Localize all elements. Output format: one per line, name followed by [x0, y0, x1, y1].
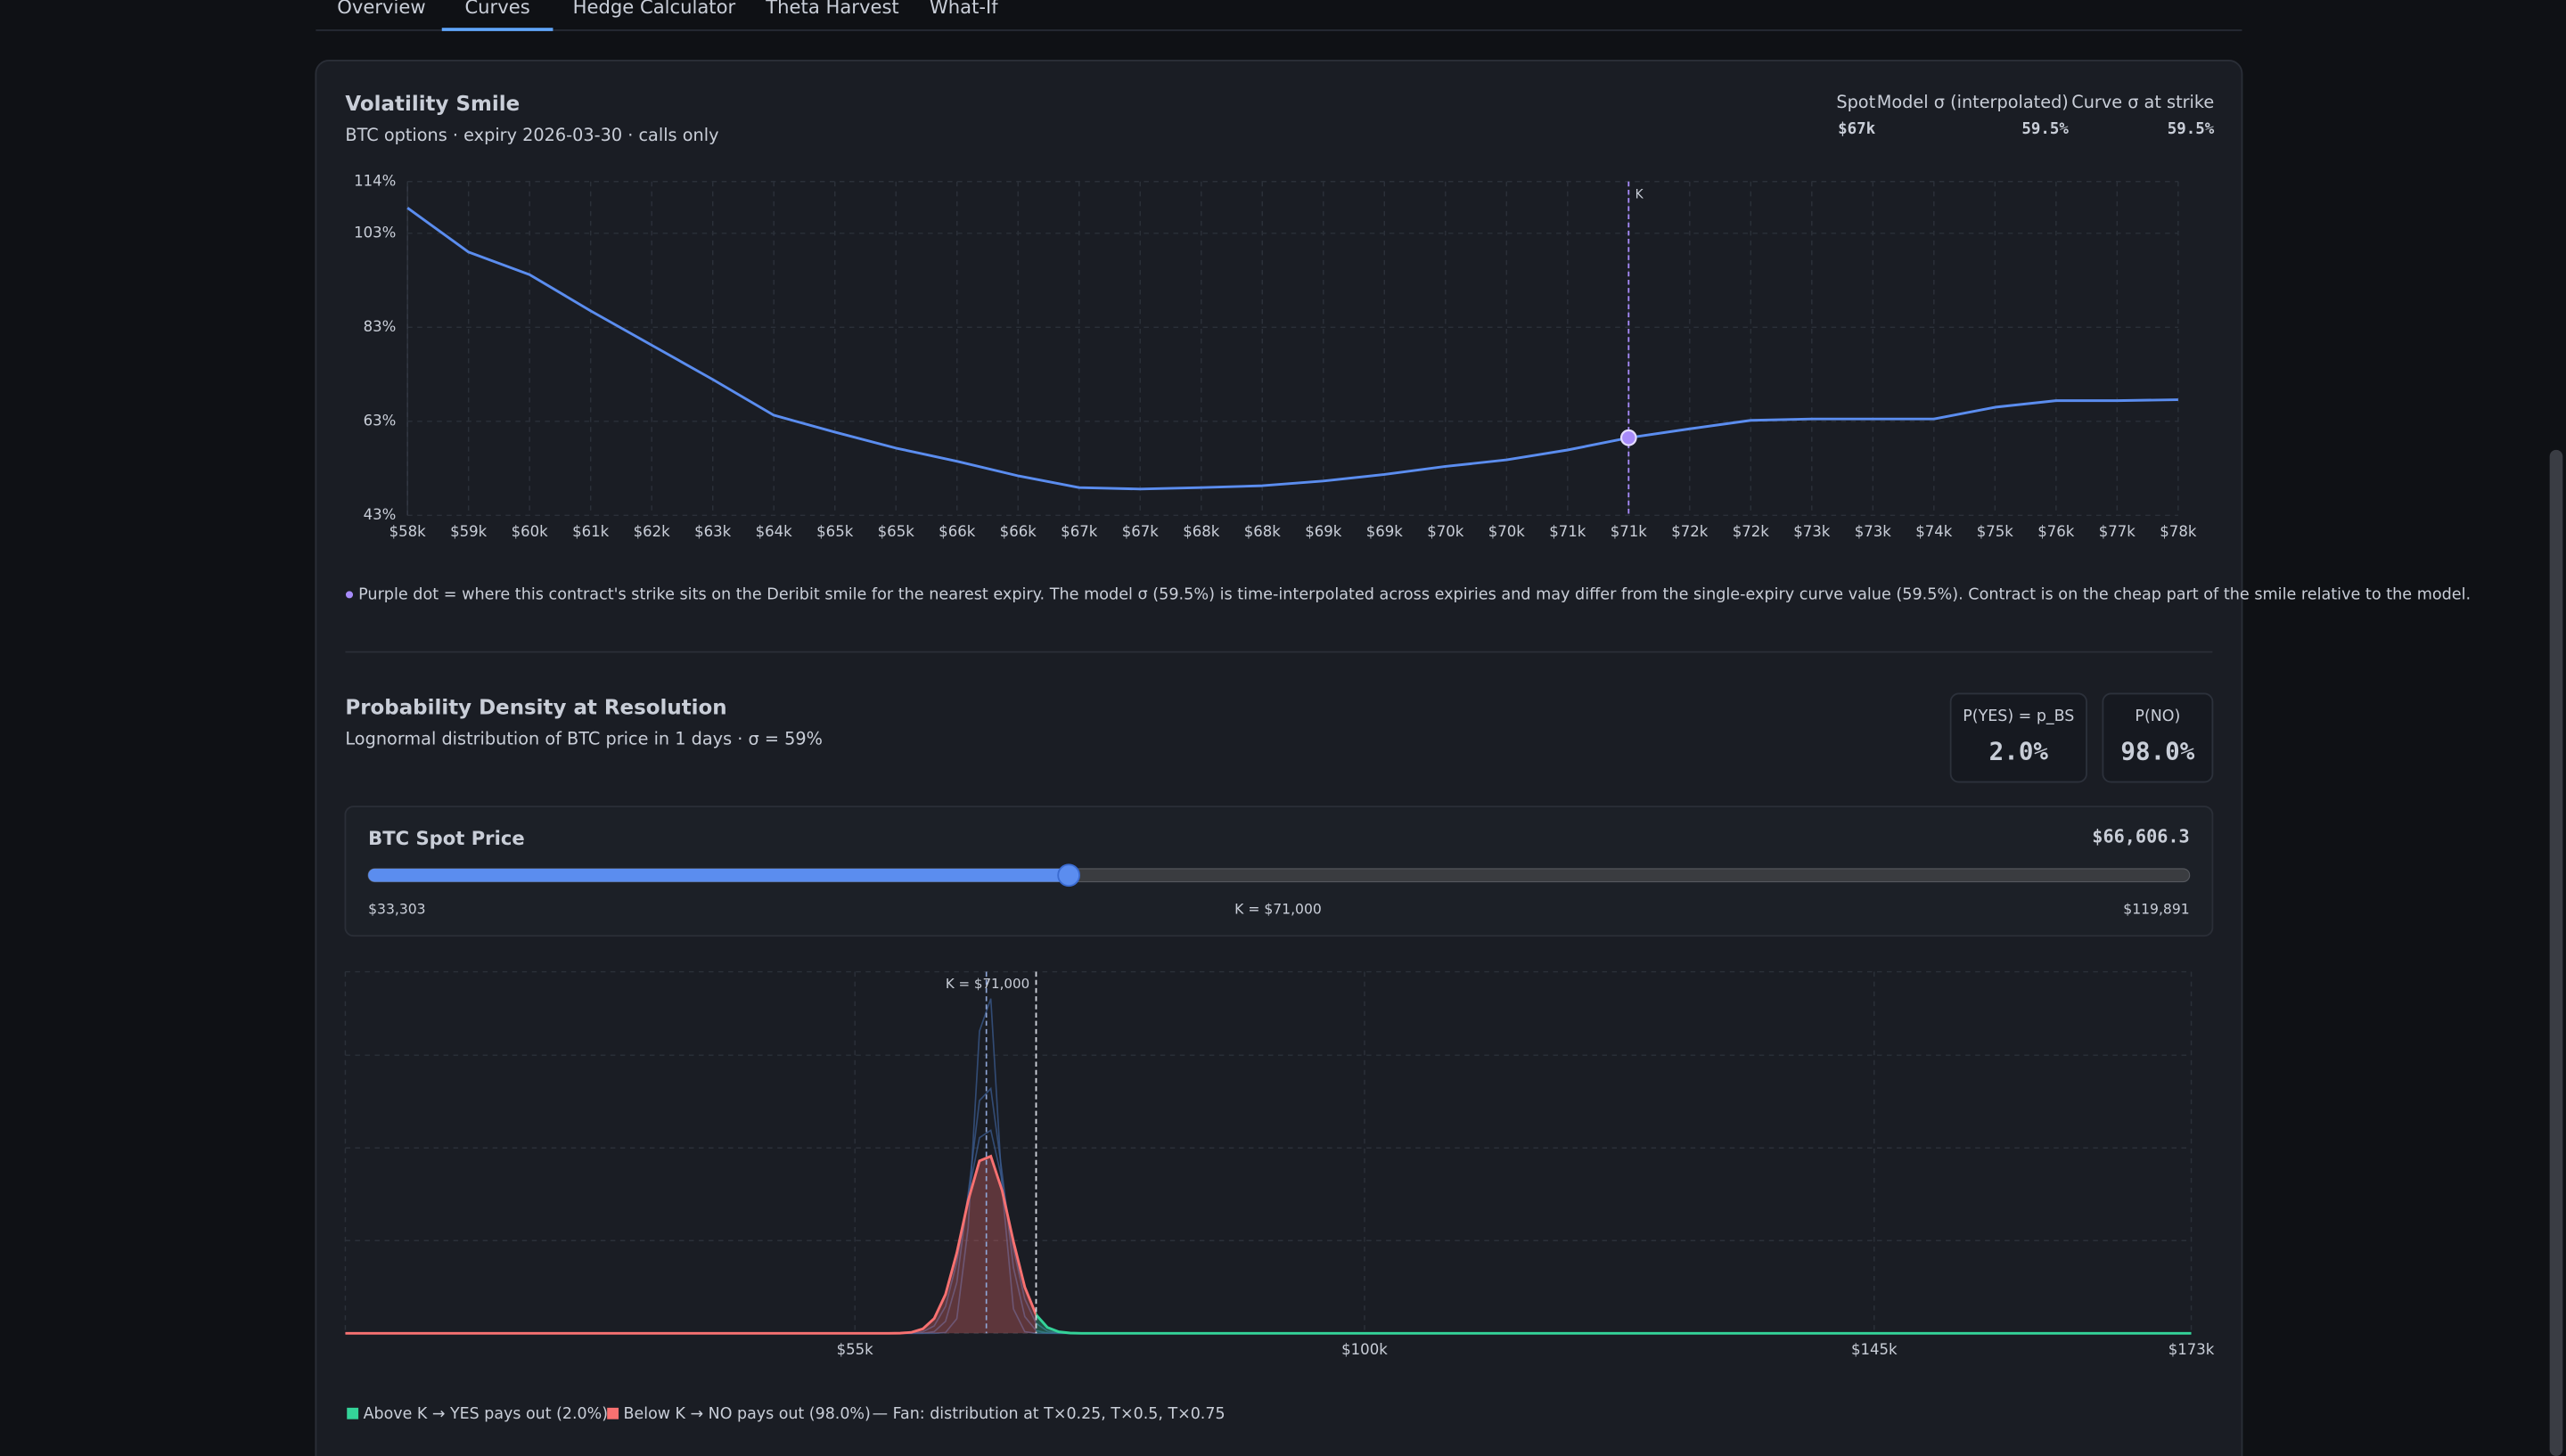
x-tick-label: $60k: [512, 523, 549, 540]
stat-value: 59.5%: [2021, 120, 2069, 138]
tab[interactable]: Theta Harvest: [765, 0, 898, 18]
slider-value: $66,606.3: [2092, 826, 2189, 847]
stat-label: Curve σ at strike: [2071, 92, 2214, 112]
y-tick-label: 43%: [364, 506, 397, 523]
x-tick-label: $73k: [1855, 523, 1892, 540]
x-tick-label: $66k: [1000, 523, 1037, 540]
prob-label: P(YES) = p_BS: [1963, 708, 2074, 725]
tab[interactable]: What-If: [930, 0, 998, 18]
legend-swatch: [347, 1407, 359, 1419]
slider-center-label: K = $71,000: [1234, 901, 1322, 917]
x-tick-label: $73k: [1793, 523, 1831, 540]
x-tick-label: $70k: [1488, 523, 1526, 540]
smile-title: Volatility Smile: [345, 93, 520, 116]
x-tick-label: $67k: [1061, 523, 1098, 540]
tab[interactable]: Hedge Calculator: [573, 0, 736, 18]
stat-label: Model σ (interpolated): [1877, 92, 2069, 112]
x-tick-label: $173k: [2168, 1341, 2215, 1358]
x-tick-label: $61k: [572, 523, 610, 540]
stat-value: $67k: [1838, 120, 1875, 138]
x-tick-label: $63k: [694, 523, 732, 540]
slider-label: BTC Spot Price: [368, 827, 525, 849]
x-tick-label: $74k: [1915, 523, 1953, 540]
x-tick-label: $70k: [1427, 523, 1464, 540]
x-tick-label: $64k: [756, 523, 793, 540]
x-tick-label: $68k: [1244, 523, 1282, 540]
legend-swatch: [607, 1407, 619, 1419]
x-tick-label: $78k: [2160, 523, 2197, 540]
x-tick-label: $66k: [939, 523, 976, 540]
x-tick-label: $100k: [1341, 1341, 1388, 1358]
density-line-below: [345, 1154, 1037, 1335]
density-subtitle: Lognormal distribution of BTC price in 1…: [345, 728, 823, 748]
density-area-below: [345, 1156, 1037, 1334]
y-tick-label: 83%: [364, 318, 397, 335]
tab-underline: [441, 28, 553, 31]
prob-label: P(NO): [2135, 708, 2180, 725]
slider-thumb[interactable]: [1057, 863, 1080, 888]
y-tick-label: 63%: [364, 412, 397, 429]
x-tick-label: $65k: [878, 523, 915, 540]
smile-line: [406, 207, 2178, 491]
stat-value: 59.5%: [2168, 120, 2215, 138]
prob-value: 98.0%: [2120, 738, 2194, 766]
prob-box: [2102, 692, 2214, 783]
strike-label: K = $71,000: [946, 976, 1029, 992]
note-dot: [345, 591, 354, 599]
prob-value: 2.0%: [1989, 738, 2049, 766]
density-title: Probability Density at Resolution: [345, 696, 726, 719]
x-tick-label: $59k: [450, 523, 488, 540]
x-tick-label: $71k: [1611, 523, 1648, 540]
x-tick-label: $77k: [2099, 523, 2136, 540]
x-tick-label: $76k: [2037, 523, 2075, 540]
x-tick-label: $69k: [1366, 523, 1404, 540]
prob-box: [1949, 692, 2087, 783]
strike-label: K: [1636, 187, 1644, 201]
smile-note: Purple dot = where this contract's strik…: [358, 585, 2471, 603]
panel: [315, 60, 2243, 1456]
y-tick-label: 114%: [354, 172, 396, 189]
scrollbar-thumb[interactable]: [2549, 449, 2563, 1456]
x-tick-label: $72k: [1671, 523, 1709, 540]
smile-subtitle: BTC options · expiry 2026-03-30 · calls …: [345, 125, 718, 145]
x-tick-label: $58k: [389, 523, 427, 540]
x-tick-label: $68k: [1183, 523, 1220, 540]
y-tick-label: 103%: [354, 224, 396, 241]
x-tick-label: $55k: [837, 1341, 874, 1358]
x-tick-label: $72k: [1733, 523, 1770, 540]
x-tick-label: $145k: [1851, 1341, 1898, 1358]
strike-dot: [1619, 429, 1637, 446]
x-tick-label: $71k: [1549, 523, 1586, 540]
slider-max: $119,891: [2123, 901, 2189, 917]
tab[interactable]: Overview: [337, 0, 425, 18]
tab[interactable]: Curves: [464, 0, 529, 18]
legend-label: — Fan: distribution at T×0.25, T×0.5, T×…: [873, 1405, 1226, 1423]
x-tick-label: $62k: [634, 523, 671, 540]
stat-label: Spot: [1836, 92, 1875, 112]
legend-label: Above K → YES pays out (2.0%): [364, 1405, 608, 1423]
legend-label: Below K → NO pays out (98.0%): [624, 1405, 871, 1423]
density-line-above: [1036, 1311, 2192, 1335]
slider-min: $33,303: [368, 901, 425, 917]
x-tick-label: $67k: [1122, 523, 1160, 540]
x-tick-label: $65k: [816, 523, 854, 540]
slider-fill: [368, 868, 1070, 882]
x-tick-label: $69k: [1305, 523, 1342, 540]
x-tick-label: $75k: [1977, 523, 2014, 540]
